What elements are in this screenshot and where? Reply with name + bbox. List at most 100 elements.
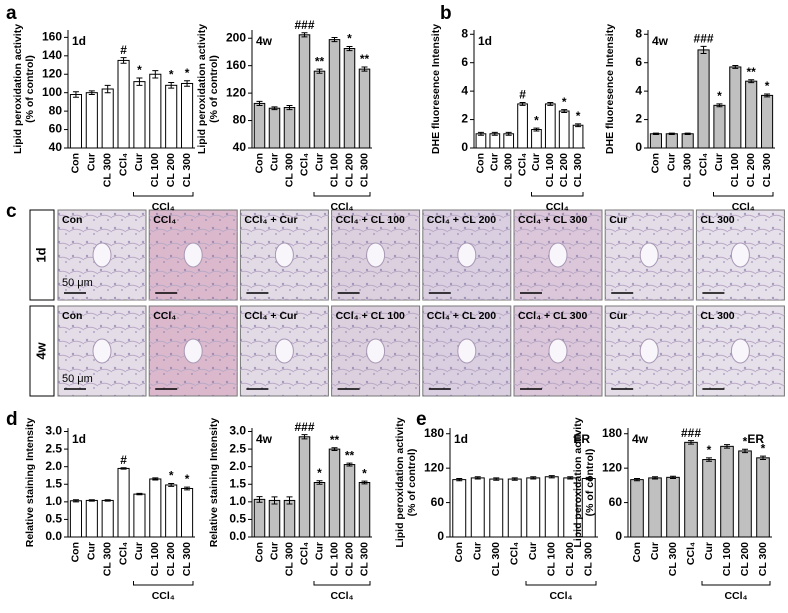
error-bar	[742, 448, 748, 454]
bar	[101, 499, 114, 538]
error-bar	[530, 476, 537, 480]
group-label: CCl₄	[724, 590, 747, 602]
bar	[531, 129, 542, 149]
significance: *	[317, 466, 322, 480]
error-bar	[575, 123, 582, 128]
vessel	[548, 242, 568, 268]
bar	[649, 133, 662, 149]
y-tick-label: 2.5	[45, 441, 62, 455]
vessel	[548, 338, 568, 364]
bar	[358, 482, 371, 538]
bar	[720, 445, 734, 538]
error-bar	[184, 80, 191, 87]
y-tick-label: 6	[461, 55, 468, 69]
scale-bar-label: 50 μm	[62, 373, 93, 385]
bar	[666, 476, 680, 538]
bar	[101, 88, 114, 149]
bar	[117, 467, 130, 538]
bar	[756, 457, 770, 538]
x-tick-label: CL 300	[761, 153, 773, 187]
significance: *	[717, 89, 722, 103]
x-tick-label: Cur	[268, 542, 280, 560]
significance: **	[345, 448, 355, 462]
x-tick-label: CCl₄	[685, 542, 697, 565]
y-axis-label: Lipid peroxidation activity	[572, 417, 584, 547]
y-tick-label: 0.5	[45, 512, 62, 526]
group-bracket	[531, 192, 584, 197]
bar	[298, 34, 311, 149]
panel-label: d	[6, 409, 18, 430]
y-tick-label: 8	[461, 26, 468, 40]
error-bar	[561, 109, 568, 113]
x-tick-label: Cur	[527, 542, 539, 560]
y-tick-label: 1.0	[45, 494, 62, 508]
row-label: 4w	[33, 341, 48, 359]
bar	[313, 70, 326, 149]
x-tick-label: Con	[475, 153, 487, 173]
significance: ###	[681, 426, 701, 440]
error-bar	[760, 455, 766, 461]
bar	[697, 49, 710, 149]
chart-label: 1d	[72, 432, 86, 446]
row-label: 1d	[33, 247, 48, 262]
y-tick-label: 0	[635, 140, 642, 154]
significance: *	[185, 472, 190, 486]
y-axis-label: Relative staining Intensity	[208, 418, 220, 548]
y-tick-label: 0	[615, 529, 622, 543]
error-bar	[724, 444, 730, 449]
bar	[745, 80, 758, 149]
micrograph-label: CCl₄ + CL 300	[518, 310, 587, 322]
vessel	[457, 338, 477, 364]
error-bar	[72, 499, 79, 503]
error-bar	[136, 492, 143, 496]
significance: **	[330, 433, 340, 447]
x-tick-label: CL 100	[546, 542, 558, 576]
significance: *	[765, 79, 770, 93]
x-tick-label: CL 300	[572, 153, 584, 187]
group-bracket	[313, 581, 371, 586]
bar	[684, 441, 698, 538]
error-bar	[346, 462, 353, 467]
error-bar	[474, 476, 481, 480]
group-label: CCl₄	[546, 201, 569, 213]
chart-label: 1d	[454, 432, 468, 446]
error-bar	[271, 106, 278, 111]
error-bar	[88, 499, 95, 502]
bar	[648, 477, 662, 538]
y-tick-label: 4	[461, 83, 468, 97]
vessel	[366, 242, 386, 268]
vessel	[457, 242, 477, 268]
bar	[452, 479, 467, 538]
y-tick-label: 8	[635, 26, 642, 40]
vessel	[639, 338, 659, 364]
y-tick-label: 60	[431, 495, 445, 509]
group-bracket	[713, 192, 774, 197]
x-tick-label: CL 200	[564, 542, 576, 576]
x-tick-label: CL 100	[149, 153, 161, 187]
error-bar	[168, 483, 175, 487]
significance: *	[362, 466, 367, 480]
error-bar	[491, 131, 498, 136]
error-bar	[152, 477, 159, 481]
y-tick-label: 160	[42, 30, 62, 44]
vessel	[366, 338, 386, 364]
x-tick-label: Cur	[133, 153, 145, 171]
x-tick-label: CL 300	[358, 153, 370, 187]
bar	[328, 448, 341, 538]
y-tick-label: 40	[49, 140, 63, 154]
y-tick-label: 0	[437, 529, 444, 543]
x-tick-label: CL 300	[101, 542, 113, 576]
group-label: CCl₄	[549, 590, 572, 602]
bar	[165, 84, 178, 149]
significance: *	[707, 443, 712, 457]
vessel	[183, 242, 203, 268]
y-tick-label: 2.0	[45, 459, 62, 473]
x-tick-label: Con	[70, 542, 82, 562]
micrograph-label: CCl₄	[153, 310, 176, 322]
bar	[489, 478, 504, 538]
x-tick-label: CL 300	[667, 542, 679, 576]
x-tick-label: Cur	[313, 542, 325, 560]
panel-label: a	[6, 3, 17, 24]
x-tick-label: Cur	[133, 542, 145, 560]
x-tick-label: CL 200	[558, 153, 570, 187]
